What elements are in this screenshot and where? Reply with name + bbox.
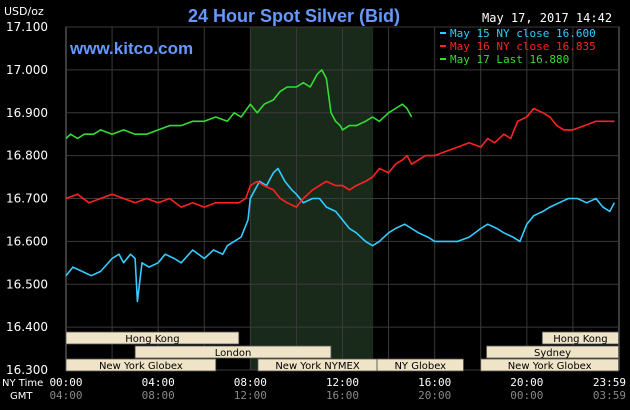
session-label: New York Globex xyxy=(508,361,592,372)
session-bar xyxy=(486,345,619,359)
session-label: Hong Kong xyxy=(553,334,607,345)
x-row1-label: NY Time xyxy=(2,378,43,389)
session-label: NY Globex xyxy=(394,361,446,372)
legend-entry: May 16 NY close 16.835 xyxy=(450,40,596,53)
timestamp: May 17, 2017 14:42 xyxy=(482,11,612,25)
y-tick-label: 16.300 xyxy=(6,363,48,377)
series-line-3 xyxy=(65,69,413,140)
y-tick-label: 16.700 xyxy=(6,192,48,206)
x-tick-label-gmt: 16:00 xyxy=(326,389,359,402)
x-tick-label-gmt: 04:00 xyxy=(49,389,82,402)
y-unit-label: USD/oz xyxy=(4,5,44,18)
y-tick-label: 16.900 xyxy=(6,106,48,120)
x-tick-label: 12:00 xyxy=(326,376,359,389)
legend-entry: May 17 Last 16.880 xyxy=(450,53,569,66)
legend-entry: May 15 NY close 16.600 xyxy=(450,27,596,40)
x-tick-label: 00:00 xyxy=(49,376,82,389)
series-line-1 xyxy=(65,167,616,303)
x-tick-label: 08:00 xyxy=(234,376,267,389)
session-bar xyxy=(65,331,240,345)
y-tick-label: 16.600 xyxy=(6,234,48,248)
x-tick-label-gmt: 00:00 xyxy=(510,389,543,402)
x-tick-label-gmt: 12:00 xyxy=(234,389,267,402)
y-tick-label: 17.000 xyxy=(6,63,48,77)
x-tick-label: 04:00 xyxy=(142,376,175,389)
session-bar xyxy=(376,358,464,372)
x-tick-label-gmt: 03:59 xyxy=(593,389,626,402)
session-label: New York NYMEX xyxy=(275,361,360,372)
y-tick-label: 17.100 xyxy=(6,20,48,34)
x-row2-label: GMT xyxy=(10,391,33,402)
chart-title: 24 Hour Spot Silver (Bid) xyxy=(188,6,400,26)
x-tick-label-gmt: 20:00 xyxy=(418,389,451,402)
y-tick-label: 16.500 xyxy=(6,277,48,291)
session-label: Hong Kong xyxy=(125,334,179,345)
x-tick-label: 23:59 xyxy=(593,376,626,389)
x-tick-label: 20:00 xyxy=(510,376,543,389)
x-tick-label: 16:00 xyxy=(418,376,451,389)
session-bar xyxy=(541,331,619,345)
session-bar xyxy=(134,345,332,359)
y-tick-label: 16.400 xyxy=(6,320,48,334)
session-label: Sydney xyxy=(534,348,571,359)
series-line-2 xyxy=(65,107,615,208)
watermark: www.kitco.com xyxy=(69,39,193,58)
session-label: London xyxy=(215,348,252,359)
session-label: New York Globex xyxy=(99,361,183,372)
session-bar xyxy=(65,358,217,372)
y-tick-label: 16.800 xyxy=(6,149,48,163)
x-tick-label-gmt: 08:00 xyxy=(142,389,175,402)
session-bar xyxy=(480,358,619,372)
